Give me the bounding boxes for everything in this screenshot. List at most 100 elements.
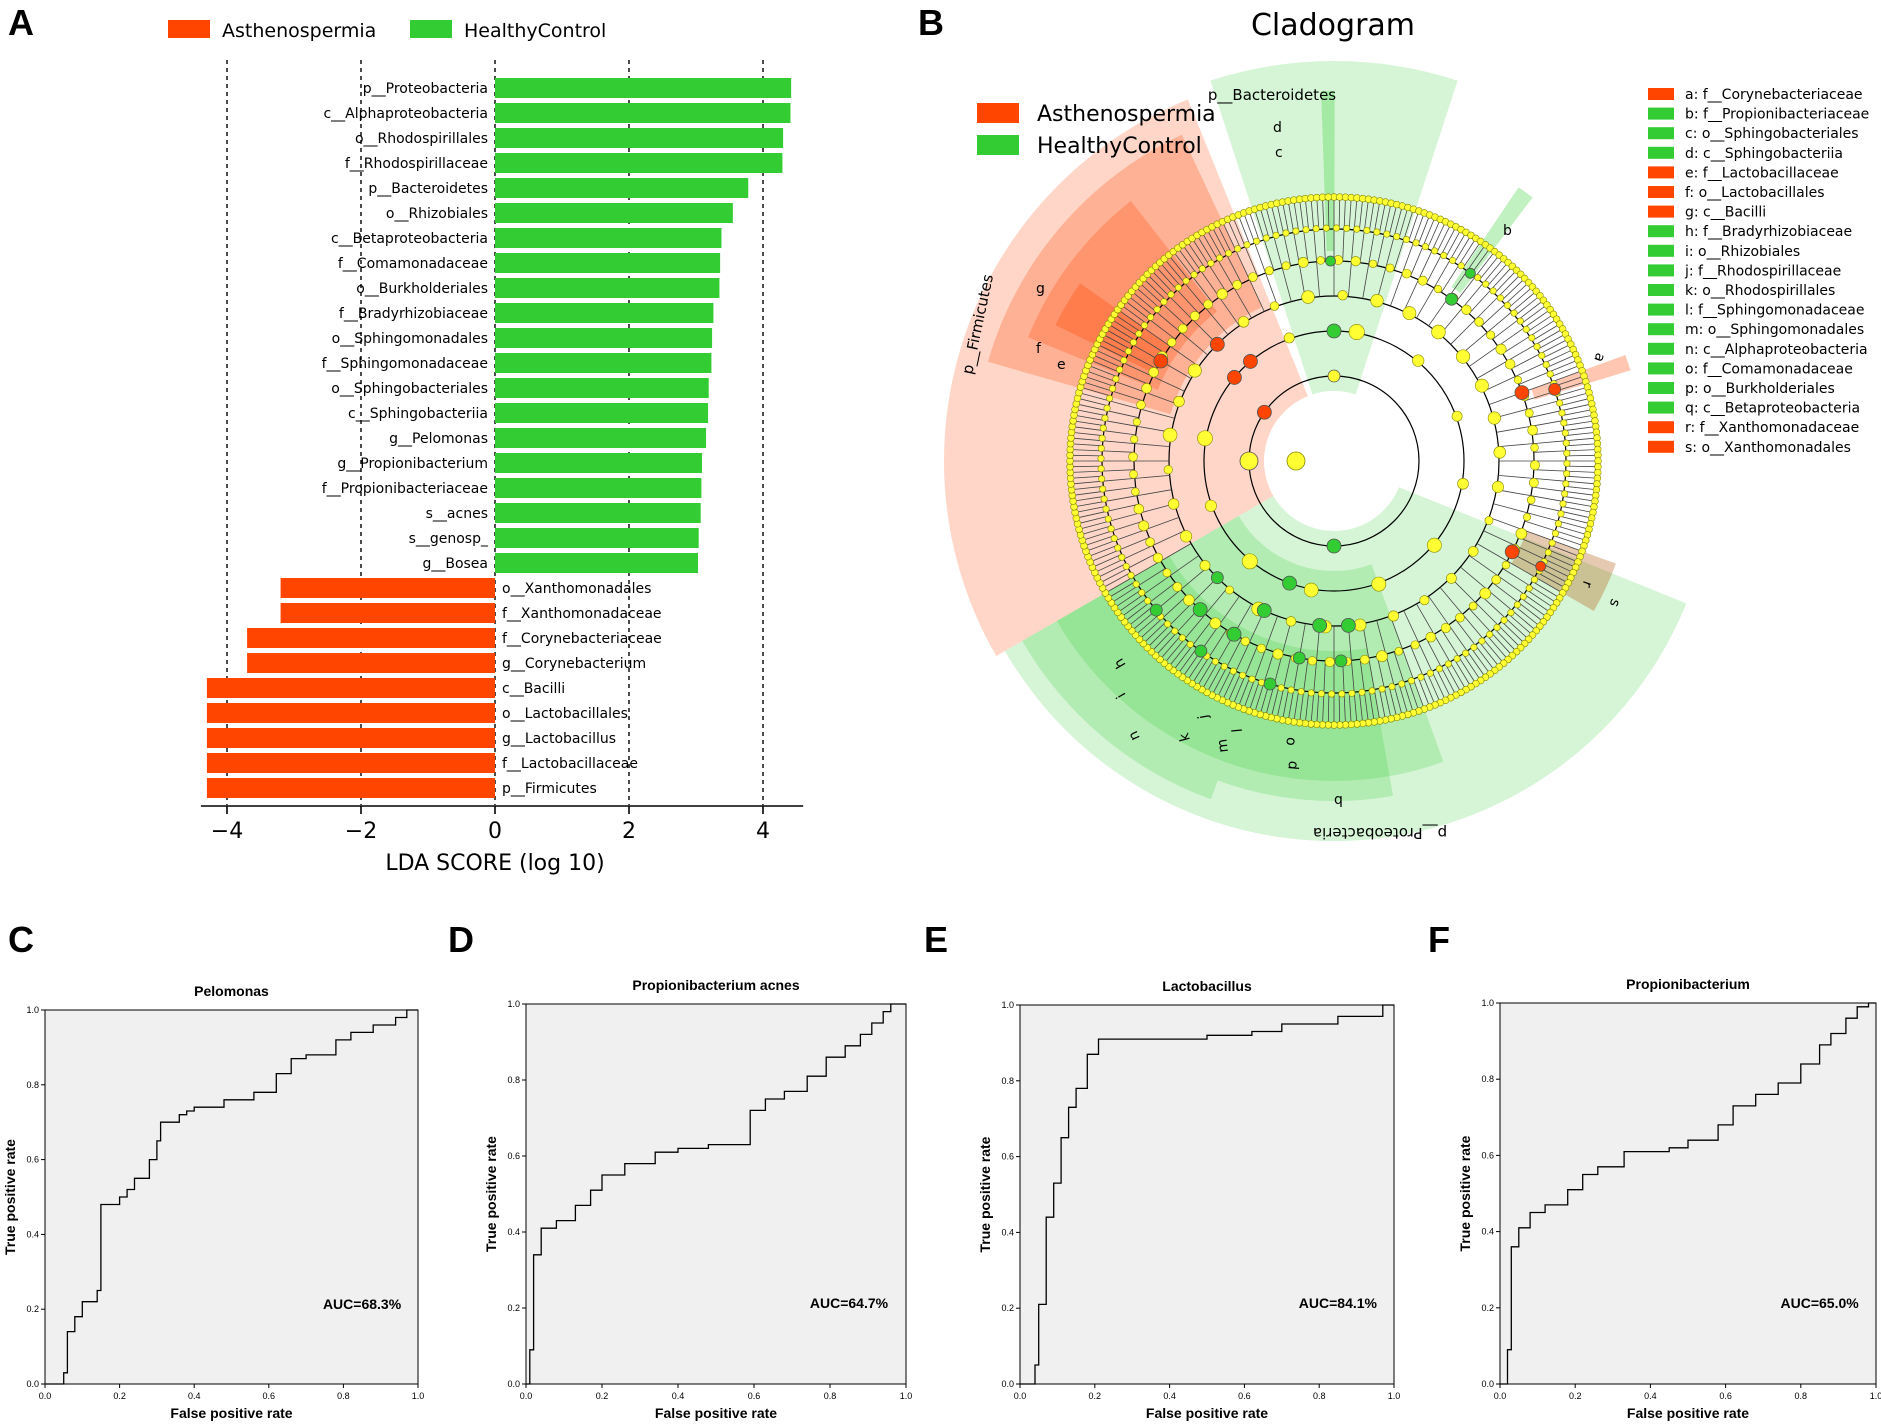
family-node [1385, 263, 1395, 273]
roc-x-tick-label-5: 1.0 [412, 1391, 425, 1401]
panel-b-cladogram: B Cladogram p__Firmicutes p__Bacteroidet… [918, 2, 1869, 842]
family-node [1167, 337, 1177, 347]
highlight-node-0 [1239, 451, 1259, 471]
genus-node [1363, 226, 1371, 234]
roc-x-tick-label-3: 0.6 [263, 1391, 276, 1401]
family-node [1513, 375, 1522, 384]
roc-plot-area [44, 1009, 419, 1385]
order-node [1370, 294, 1384, 308]
clade-letter-p: p [1284, 760, 1301, 770]
genus-node [1229, 667, 1237, 675]
key-label-15: p: o__Burkholderiales [1685, 381, 1835, 397]
genus-node [1513, 601, 1521, 609]
key-label-6: g: c__Bacilli [1685, 205, 1766, 221]
roc-x-tick-label-2: 0.4 [672, 1391, 685, 1401]
order-node [1455, 349, 1471, 364]
clade-letter-i: i [1114, 690, 1130, 701]
genus-node [1417, 673, 1425, 681]
lda-bar-label-o-lactobacillales: o__Lactobacillales [502, 706, 628, 722]
family-node [1394, 647, 1404, 656]
key-swatch-16 [1648, 401, 1674, 414]
genus-node [1110, 534, 1118, 542]
genus-node [1453, 655, 1461, 663]
key-swatch-5 [1648, 186, 1674, 198]
roc-x-tick-label-0: 0.0 [520, 1391, 533, 1401]
lda-x-axis-title: LDA SCORE (log 10) [385, 851, 604, 876]
roc-x-tick-label-0: 0.0 [1014, 1391, 1027, 1401]
genus-node [1457, 262, 1465, 270]
order-node [1173, 395, 1185, 408]
key-label-17: r: f__Xanthomonadaceae [1685, 420, 1859, 436]
roc-plot-area [1499, 1002, 1877, 1385]
lda-bar-g-lactobacillus [206, 728, 495, 748]
order-node [1225, 585, 1234, 595]
family-node [1526, 495, 1536, 505]
class-node [1241, 553, 1258, 570]
roc-y-tick-label-0: 0.0 [1001, 1379, 1014, 1389]
genus-node [1556, 399, 1564, 407]
genus-node [1182, 277, 1190, 285]
panel-label-b: B [918, 2, 944, 43]
genus-node [1112, 375, 1120, 383]
lda-bar-c-bacilli [206, 678, 495, 698]
roc-y-tick-label-2: 0.4 [507, 1227, 520, 1237]
genus-node [1528, 334, 1536, 342]
lda-bar-f-propionibacteriaceae [495, 478, 702, 498]
family-node [1138, 520, 1150, 532]
order-node [1431, 324, 1446, 340]
genus-node [1525, 584, 1533, 592]
panel-f-roc: F Propionibacterium 0.00.0 0.2 0.2 0.4 0.4 0.6… [1428, 919, 1881, 1421]
order-node [1493, 446, 1506, 459]
order-node [1388, 610, 1399, 622]
genus-node [1102, 505, 1110, 513]
genus-node [1470, 643, 1478, 651]
genus-node [1435, 665, 1443, 673]
roc-curve [45, 1009, 418, 1385]
genus-node [1533, 343, 1541, 351]
lda-bar-label-c-alphaproteobacteria: c__Alphaproteobacteria [323, 106, 488, 122]
genus-node [1239, 671, 1247, 679]
roc-x-axis-title: False positive rate [1146, 1405, 1268, 1421]
lda-bar-o-rhizobiales [495, 203, 733, 223]
genus-node [1373, 228, 1381, 236]
family-node [1162, 568, 1172, 578]
family-node [1501, 560, 1511, 570]
genus-node [1135, 330, 1143, 338]
genus-node [1393, 233, 1401, 241]
family-node [1264, 266, 1274, 276]
order-node [1187, 363, 1202, 378]
genus-node [1544, 548, 1552, 556]
family-node [1479, 587, 1492, 600]
genus-node [1542, 361, 1550, 369]
cladogram-key-list: a: f__Corynebacteriaceae b: f__Propioniba… [1648, 87, 1869, 456]
genus-node [1368, 687, 1376, 695]
family-node [1248, 272, 1258, 282]
family-node [1440, 623, 1451, 634]
clado-legend-asthenospermia: Asthenospermia [1037, 102, 1216, 127]
class-node [1426, 537, 1442, 553]
clade-letter-q: q [1334, 792, 1343, 808]
clade-letter-f: f [1036, 341, 1042, 357]
roc-lactobacillus: Lactobacillus 0.00.0 0.2 0.2 0.4 0.4 0.6 0.6 0.8… [977, 978, 1400, 1421]
highlight-node-9 [1514, 385, 1530, 400]
key-swatch-7 [1648, 225, 1674, 238]
roc-y-tick-label-1: 0.2 [1001, 1303, 1014, 1313]
genus-node [1106, 394, 1114, 402]
roc-title: Pelomonas [194, 983, 269, 999]
lda-bar-label-g-corynebacterium: g__Corynebacterium [502, 656, 646, 672]
lda-x-axis: −4 −2 0 2 4 [200, 805, 804, 844]
key-swatch-8 [1648, 244, 1674, 257]
roc-y-tick-label-5: 1.0 [507, 999, 520, 1009]
class-node [1451, 410, 1463, 422]
roc-y-tick-label-5: 1.0 [1481, 998, 1494, 1008]
key-label-7: h: f__Bradyrhizobiaceae [1685, 224, 1852, 240]
genus-node [1097, 455, 1105, 463]
genus-node [1098, 434, 1106, 442]
highlight-node-24 [1340, 617, 1356, 633]
genus-node [1272, 231, 1280, 239]
roc-y-tick-label-4: 0.8 [1001, 1076, 1014, 1086]
highlight-node-10 [1504, 544, 1520, 560]
lda-bar-f-xanthomonadaceae [280, 603, 495, 623]
genus-node [1104, 515, 1112, 523]
genus-node [1402, 236, 1410, 244]
